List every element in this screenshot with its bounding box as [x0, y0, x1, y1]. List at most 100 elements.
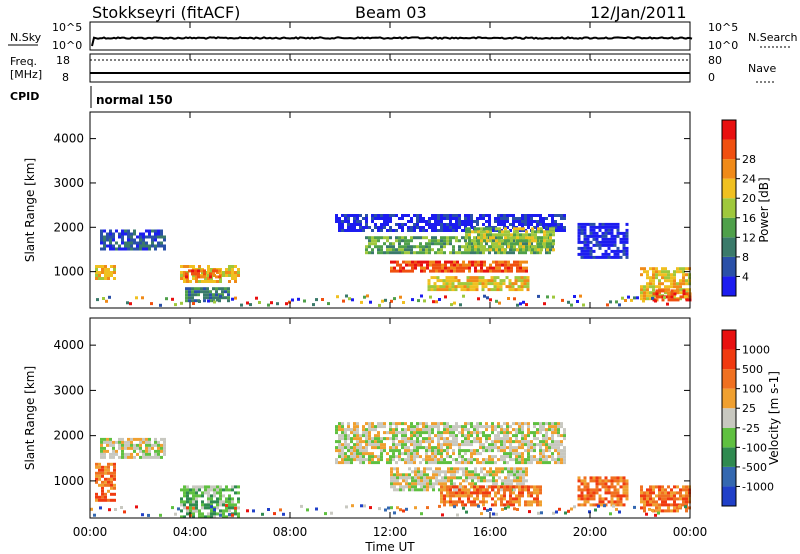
power-cell — [461, 229, 464, 232]
velocity-cell — [416, 446, 419, 450]
power-cell — [113, 265, 116, 268]
power-cell — [130, 235, 133, 239]
velocity-cell — [509, 437, 512, 441]
power-cell — [383, 226, 386, 229]
velocity-cell — [560, 458, 563, 462]
power-cell — [336, 295, 339, 299]
power-cell — [458, 217, 461, 220]
velocity-cell — [458, 461, 461, 465]
velocity-cell — [380, 440, 383, 444]
velocity-cell — [447, 467, 450, 471]
power-cell — [525, 269, 528, 273]
velocity-cell — [432, 473, 435, 477]
power-cell — [592, 228, 596, 232]
velocity-cell — [513, 488, 516, 492]
velocity-cell — [219, 494, 222, 498]
power-cell — [661, 289, 665, 293]
power-cell — [446, 223, 449, 226]
velocity-cell — [350, 428, 353, 432]
velocity-cell — [389, 431, 392, 435]
power-cell — [488, 220, 491, 223]
power-cell — [203, 287, 206, 291]
velocity-cell — [483, 467, 486, 471]
power-cell — [386, 239, 389, 243]
power-cell — [231, 274, 234, 277]
velocity-cell — [567, 509, 570, 513]
power-cell — [109, 244, 112, 248]
velocity-cell — [192, 512, 195, 516]
velocity-cell — [109, 455, 112, 459]
velocity-cell — [474, 473, 477, 477]
power-cell — [207, 265, 210, 268]
velocity-cell — [225, 497, 228, 501]
velocity-cell — [557, 425, 560, 429]
velocity-cell — [189, 503, 192, 507]
power-cell — [493, 285, 497, 289]
power-cell — [676, 285, 679, 289]
freq-tick-top: 18 — [56, 54, 70, 67]
power-cell — [676, 289, 680, 293]
velocity-cell — [524, 500, 527, 504]
velocity-cell — [377, 440, 380, 444]
velocity-cell — [447, 479, 450, 483]
velocity-cell — [359, 455, 362, 459]
velocity-cell — [473, 491, 476, 495]
velocity-cell — [476, 425, 479, 429]
power-cell — [476, 217, 479, 220]
power-cell — [658, 285, 661, 289]
power-cell — [679, 267, 682, 271]
velocity-cell — [377, 458, 380, 462]
power-cell — [118, 244, 121, 248]
velocity-cell — [507, 505, 510, 509]
velocity-cell — [207, 488, 210, 492]
velocity-cell — [518, 503, 521, 507]
power-cell — [441, 266, 444, 270]
velocity-cell — [110, 480, 113, 484]
colorbar-segment — [722, 198, 736, 218]
power-cell — [222, 274, 225, 277]
velocity-cell — [643, 509, 646, 513]
power-cell — [499, 282, 503, 286]
velocity-cell — [651, 508, 654, 512]
power-cell — [499, 285, 503, 289]
power-cell — [351, 298, 354, 302]
velocity-cell — [539, 488, 542, 492]
velocity-cell — [476, 422, 479, 426]
velocity-cell — [580, 491, 584, 495]
velocity-cell — [210, 497, 213, 501]
power-cell — [219, 280, 222, 283]
power-cell — [649, 294, 652, 298]
power-cell — [467, 217, 470, 220]
power-cell — [433, 288, 437, 292]
velocity-cell — [503, 491, 506, 495]
velocity-cell — [222, 512, 225, 516]
power-cell — [363, 295, 366, 299]
velocity-cell — [557, 446, 560, 450]
power-cell — [580, 228, 584, 232]
velocity-cell — [362, 455, 365, 459]
velocity-cell — [530, 461, 533, 465]
power-cell — [186, 265, 189, 268]
power-cell — [416, 251, 419, 255]
velocity-cell — [495, 482, 498, 486]
power-cell — [389, 245, 392, 249]
power-cell — [468, 233, 471, 237]
velocity-cell — [414, 473, 417, 477]
velocity-cell — [506, 422, 509, 426]
velocity-cell — [435, 482, 438, 486]
velocity-cell — [479, 452, 482, 456]
power-cell — [514, 276, 518, 280]
power-cell — [583, 255, 587, 259]
power-cell — [434, 229, 437, 232]
power-cell — [664, 291, 667, 295]
velocity-cell — [464, 443, 467, 447]
velocity-cell — [503, 503, 506, 507]
velocity-cell — [619, 494, 623, 498]
velocity-cell — [521, 437, 524, 441]
power-cell — [508, 285, 512, 289]
velocity-cell — [213, 515, 216, 519]
power-cell — [667, 279, 670, 283]
power-cell — [191, 299, 194, 303]
power-cell — [534, 245, 537, 249]
velocity-cell — [560, 440, 563, 444]
